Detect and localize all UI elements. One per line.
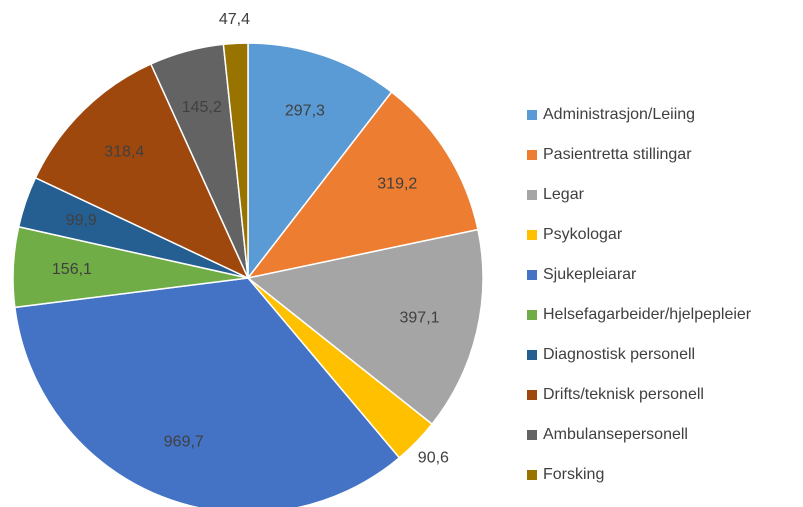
pie-slice bbox=[222, 42, 249, 279]
data-label: 318,4 bbox=[104, 144, 144, 161]
data-label: 145,2 bbox=[182, 99, 222, 116]
legend-swatch bbox=[527, 310, 537, 320]
data-label: 969,7 bbox=[164, 433, 204, 450]
legend-swatch bbox=[527, 430, 537, 440]
legend-label: Forsking bbox=[543, 466, 604, 483]
data-label: 47,4 bbox=[219, 11, 250, 28]
legend-label: Ambulansepersonell bbox=[543, 426, 688, 443]
pie-slice bbox=[246, 90, 479, 280]
pie-slice bbox=[247, 42, 393, 281]
legend-swatch bbox=[527, 230, 537, 240]
legend-label: Drifts/teknisk personell bbox=[543, 386, 704, 403]
data-label: 297,3 bbox=[285, 102, 325, 119]
legend-swatch bbox=[527, 150, 537, 160]
data-label: 319,2 bbox=[377, 176, 417, 193]
data-label: 99,9 bbox=[66, 212, 97, 229]
legend-label: Sjukepleiarar bbox=[543, 266, 637, 283]
legend-swatch bbox=[527, 470, 537, 480]
legend-label: Pasientretta stillingar bbox=[543, 146, 692, 163]
legend-swatch bbox=[527, 390, 537, 400]
legend-label: Legar bbox=[543, 186, 585, 203]
legend-label: Psykologar bbox=[543, 226, 623, 243]
data-label: 397,1 bbox=[400, 310, 440, 327]
pie-slice bbox=[14, 277, 401, 507]
legend-label: Administrasjon/Leiing bbox=[543, 106, 695, 123]
legend-swatch bbox=[527, 110, 537, 120]
legend-swatch bbox=[527, 270, 537, 280]
legend-swatch bbox=[527, 190, 537, 200]
pie-slice bbox=[34, 63, 250, 280]
legend-label: Helsefagarbeider/hjelpepleier bbox=[543, 306, 752, 323]
legend-label: Diagnostisk personell bbox=[543, 346, 695, 363]
legend-swatch bbox=[527, 350, 537, 360]
pie-slice bbox=[246, 228, 484, 426]
data-label: 156,1 bbox=[52, 261, 92, 278]
data-label: 90,6 bbox=[418, 449, 449, 466]
